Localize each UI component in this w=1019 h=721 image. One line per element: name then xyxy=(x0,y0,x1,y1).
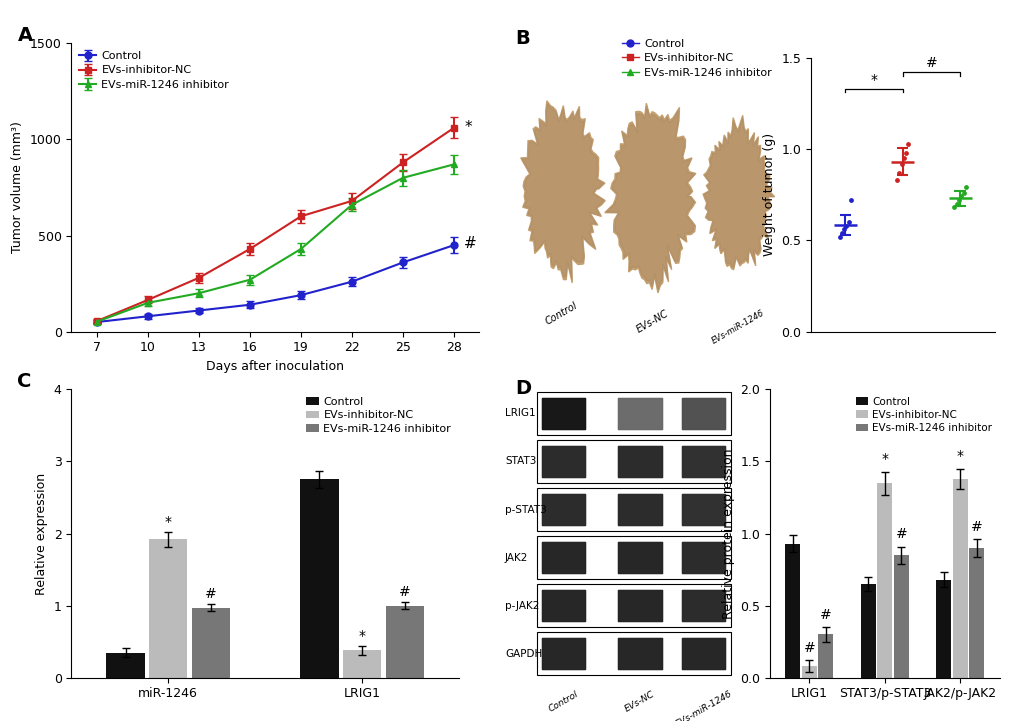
Polygon shape xyxy=(605,106,694,290)
Point xyxy=(950,195,966,206)
Bar xyxy=(300,479,338,678)
Bar xyxy=(536,632,730,676)
Text: EVs-NC: EVs-NC xyxy=(635,309,669,335)
Y-axis label: Weight of tumor (g): Weight of tumor (g) xyxy=(762,133,774,256)
Text: STAT3: STAT3 xyxy=(504,456,536,466)
Legend: Control, EVs-inhibitor-NC, EVs-miR-1246 inhibitor: Control, EVs-inhibitor-NC, EVs-miR-1246 … xyxy=(304,395,453,436)
Bar xyxy=(860,584,875,678)
Text: #: # xyxy=(970,520,982,534)
Point xyxy=(955,187,971,198)
Polygon shape xyxy=(604,103,695,293)
Point xyxy=(957,182,973,193)
Bar xyxy=(536,488,730,531)
Point xyxy=(893,158,909,169)
Text: #: # xyxy=(819,608,832,622)
Point xyxy=(948,198,964,210)
Text: Control: Control xyxy=(543,301,579,327)
Point xyxy=(830,231,847,242)
Bar xyxy=(149,539,187,678)
Text: *: * xyxy=(956,449,963,463)
Polygon shape xyxy=(702,115,773,270)
Text: #: # xyxy=(464,236,477,251)
Text: *: * xyxy=(359,629,365,643)
Text: *: * xyxy=(869,73,876,87)
Bar xyxy=(536,392,730,435)
Text: D: D xyxy=(515,379,531,397)
Bar xyxy=(935,580,951,678)
Text: #: # xyxy=(398,585,411,599)
Legend: Control, EVs-inhibitor-NC, EVs-miR-1246 inhibitor: Control, EVs-inhibitor-NC, EVs-miR-1246 … xyxy=(76,49,231,92)
Y-axis label: Tumor volume (mm³): Tumor volume (mm³) xyxy=(11,122,24,253)
Bar xyxy=(817,634,833,678)
Text: JAK2: JAK2 xyxy=(504,552,528,562)
Bar xyxy=(893,555,908,678)
Legend: Control, EVs-inhibitor-NC, EVs-miR-1246 inhibitor: Control, EVs-inhibitor-NC, EVs-miR-1246 … xyxy=(616,35,775,82)
Text: Control: Control xyxy=(546,689,580,714)
Text: EVs-NC: EVs-NC xyxy=(623,689,656,714)
X-axis label: Days after inoculation: Days after inoculation xyxy=(206,360,344,373)
Text: *: * xyxy=(464,120,471,136)
Text: *: * xyxy=(165,516,171,529)
Text: GAPDH: GAPDH xyxy=(504,649,542,659)
Text: p-STAT3: p-STAT3 xyxy=(504,505,546,515)
Text: C: C xyxy=(17,372,32,391)
Text: p-JAK2: p-JAK2 xyxy=(504,601,539,611)
Point xyxy=(838,220,854,231)
Bar xyxy=(952,479,967,678)
Point xyxy=(836,224,852,235)
Point xyxy=(833,227,849,239)
Point xyxy=(897,147,913,159)
Point xyxy=(900,138,916,149)
Point xyxy=(895,152,911,164)
Text: A: A xyxy=(18,26,34,45)
Text: *: * xyxy=(880,452,888,466)
Point xyxy=(888,174,904,186)
Legend: Control, EVs-inhibitor-NC, EVs-miR-1246 inhibitor: Control, EVs-inhibitor-NC, EVs-miR-1246 … xyxy=(853,394,994,435)
Point xyxy=(842,195,858,206)
Bar xyxy=(536,536,730,579)
Y-axis label: Relative expression: Relative expression xyxy=(35,472,48,595)
Bar xyxy=(968,548,983,678)
Bar xyxy=(385,606,424,678)
Text: #: # xyxy=(205,588,217,601)
Y-axis label: Relative protein expression: Relative protein expression xyxy=(721,448,734,619)
Point xyxy=(891,167,907,179)
Bar xyxy=(536,440,730,483)
Bar xyxy=(192,608,230,678)
Bar xyxy=(106,653,145,678)
Bar xyxy=(801,666,816,678)
Point xyxy=(952,191,968,203)
Text: EVs-miR-1246: EVs-miR-1246 xyxy=(674,689,733,721)
Bar xyxy=(342,650,381,678)
Polygon shape xyxy=(521,101,604,283)
Text: #: # xyxy=(803,641,814,655)
Text: EVs-miR-1246: EVs-miR-1246 xyxy=(710,309,765,345)
Polygon shape xyxy=(703,118,772,267)
Bar xyxy=(785,544,800,678)
Bar xyxy=(876,483,892,678)
Bar xyxy=(536,584,730,627)
Text: B: B xyxy=(515,29,529,48)
Text: #: # xyxy=(895,527,907,541)
Text: LRIG1: LRIG1 xyxy=(504,408,535,418)
Polygon shape xyxy=(522,103,603,280)
Text: #: # xyxy=(924,56,936,71)
Point xyxy=(840,216,856,228)
Point xyxy=(946,202,962,213)
